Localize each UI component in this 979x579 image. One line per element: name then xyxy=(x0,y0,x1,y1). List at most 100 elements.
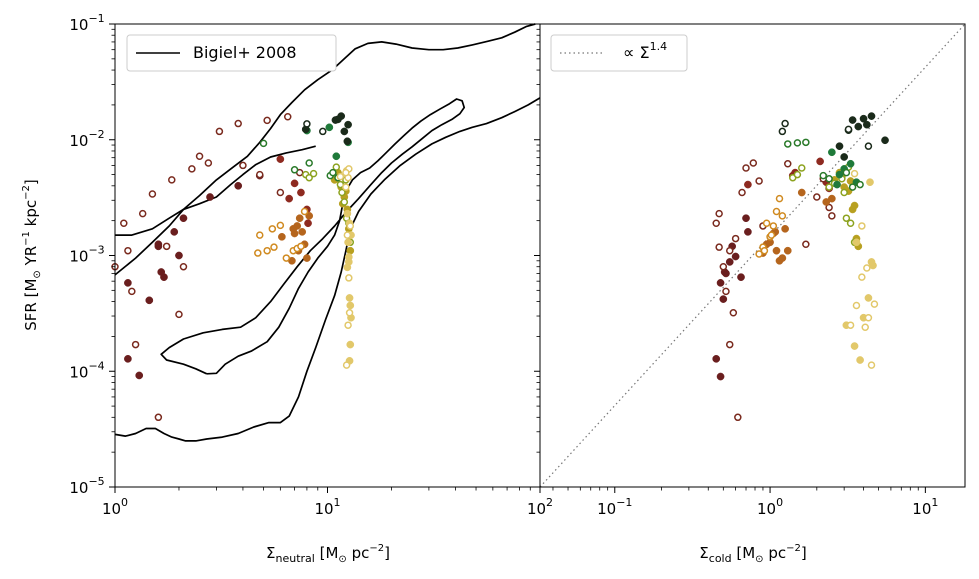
data-point-open xyxy=(738,188,746,197)
data-point-open xyxy=(863,264,871,272)
data-point xyxy=(345,294,354,302)
data-point-open xyxy=(290,166,299,174)
data-point xyxy=(731,252,740,261)
data-point-open xyxy=(719,262,728,271)
data-point-open xyxy=(309,169,318,178)
data-point xyxy=(343,137,352,146)
right-scatter-points xyxy=(712,112,889,422)
data-point-open xyxy=(712,219,720,227)
data-point-open xyxy=(124,246,132,255)
data-point-open xyxy=(268,225,277,233)
right-panel: 10−1 100 101 ∝ Σ1.4 Σcold [M⊙ pc−2] xyxy=(534,23,966,565)
data-point-open xyxy=(731,234,740,243)
data-point xyxy=(285,194,294,203)
data-point xyxy=(124,354,132,363)
data-point xyxy=(712,354,721,363)
data-point-open xyxy=(870,300,879,308)
data-point-open xyxy=(338,188,346,197)
data-point xyxy=(867,112,876,120)
power-law-line xyxy=(539,23,966,488)
data-point-open xyxy=(781,119,789,128)
data-point-open xyxy=(336,172,345,181)
data-point xyxy=(344,120,352,129)
left-legend: Bigiel+ 2008 xyxy=(126,34,337,72)
data-point xyxy=(332,152,341,161)
data-point-open xyxy=(303,120,311,128)
data-point xyxy=(303,254,311,262)
data-point xyxy=(160,273,168,282)
data-point-open xyxy=(793,170,802,179)
data-point-open xyxy=(813,193,821,201)
data-point-open xyxy=(346,222,355,230)
right-x-tick-label: 10−1 xyxy=(597,496,632,518)
left-x-tick-label: 100 xyxy=(102,496,128,518)
data-point xyxy=(278,232,286,241)
data-point-open xyxy=(864,142,873,150)
data-point xyxy=(854,122,863,131)
data-point-open xyxy=(345,274,353,282)
data-point xyxy=(835,170,844,179)
data-point xyxy=(850,201,859,210)
data-point xyxy=(179,214,188,223)
data-point-open xyxy=(263,246,271,255)
data-point-open xyxy=(772,207,781,216)
data-point xyxy=(850,342,859,350)
data-point xyxy=(859,114,868,123)
data-point xyxy=(742,214,750,223)
data-point-open xyxy=(188,165,196,173)
data-point xyxy=(124,279,132,287)
data-point-open xyxy=(729,309,738,317)
data-point-open xyxy=(755,250,763,258)
right-legend-label: ∝ Σ1.4 xyxy=(623,40,667,62)
data-point-open xyxy=(342,168,350,177)
data-point-open xyxy=(270,243,278,251)
data-point-open xyxy=(300,207,309,216)
data-point xyxy=(234,181,243,190)
data-point xyxy=(170,228,179,236)
data-point xyxy=(145,296,154,305)
data-point-open xyxy=(778,212,787,220)
data-point-open xyxy=(844,125,853,134)
data-point-open xyxy=(846,321,855,329)
data-point-open xyxy=(742,164,750,172)
data-point-open xyxy=(840,188,848,197)
data-point-open xyxy=(343,231,352,239)
data-point-open xyxy=(825,183,833,191)
data-point-open xyxy=(861,323,869,331)
data-point xyxy=(716,372,725,381)
left-y-axis-title: SFR [M⊙ YR−1 kpc−2] xyxy=(21,179,43,330)
right-x-tick-label: 101 xyxy=(912,496,938,518)
data-point-open xyxy=(131,340,140,349)
data-point-open xyxy=(342,361,351,369)
data-point-open xyxy=(345,309,354,317)
left-x-axis-title: Σneutral [M⊙ pc−2] xyxy=(266,543,390,565)
data-point xyxy=(846,159,855,168)
data-point-open xyxy=(234,119,242,128)
data-point xyxy=(276,155,285,163)
data-point-open xyxy=(715,209,723,218)
data-point-open xyxy=(725,340,734,349)
data-point-open xyxy=(340,198,349,206)
data-point xyxy=(346,340,355,349)
data-point xyxy=(848,116,857,124)
data-point-open xyxy=(329,168,337,177)
data-point xyxy=(828,194,836,203)
data-point-open xyxy=(715,243,723,251)
data-point xyxy=(816,157,824,166)
data-point-open xyxy=(263,116,271,125)
data-point-open xyxy=(864,313,873,322)
left-legend-label: Bigiel+ 2008 xyxy=(193,43,297,62)
data-point xyxy=(822,198,831,206)
data-point xyxy=(840,153,849,161)
data-point xyxy=(716,279,725,287)
right-x-ticks: 10−1 100 101 xyxy=(552,487,938,518)
data-point-open xyxy=(344,321,352,329)
data-point-open xyxy=(802,240,810,249)
data-point-open xyxy=(179,262,188,271)
data-point-open xyxy=(283,113,292,121)
data-point-open xyxy=(784,140,792,148)
data-point-open xyxy=(319,127,327,136)
data-point-open xyxy=(204,159,213,167)
left-y-tick-label: 10−2 xyxy=(69,128,104,150)
